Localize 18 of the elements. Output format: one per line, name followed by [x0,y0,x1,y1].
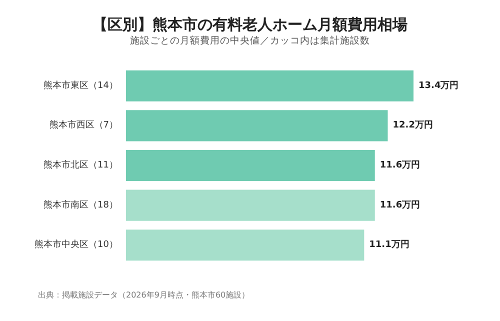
data-label: 12.2万円 [392,120,433,131]
y-tick-label: 熊本市南区（18） [44,199,118,210]
y-tick-label: 熊本市中央区（10） [34,239,118,250]
data-label: 11.6万円 [380,199,420,210]
bar [126,150,375,182]
data-label: 13.4万円 [418,80,459,91]
y-tick-label: 熊本市東区（14） [44,80,118,91]
chart-title: 【区別】熊本市の有料老人ホーム月額費用相場 [92,16,408,34]
bar [126,70,414,102]
data-label: 11.1万円 [369,239,410,250]
bar [126,230,364,261]
source-note: 出典：掲載施設データ（2026年9月時点・熊本市60施設） [38,290,250,300]
bar [126,190,375,221]
bar [126,110,388,142]
y-tick-label: 熊本市西区（7） [49,120,118,131]
y-tick-label: 熊本市北区（11） [44,160,118,170]
chart-subtitle: 施設ごとの月額費用の中央値／カッコ内は集計施設数 [130,34,370,46]
data-label: 11.6万円 [380,160,420,170]
